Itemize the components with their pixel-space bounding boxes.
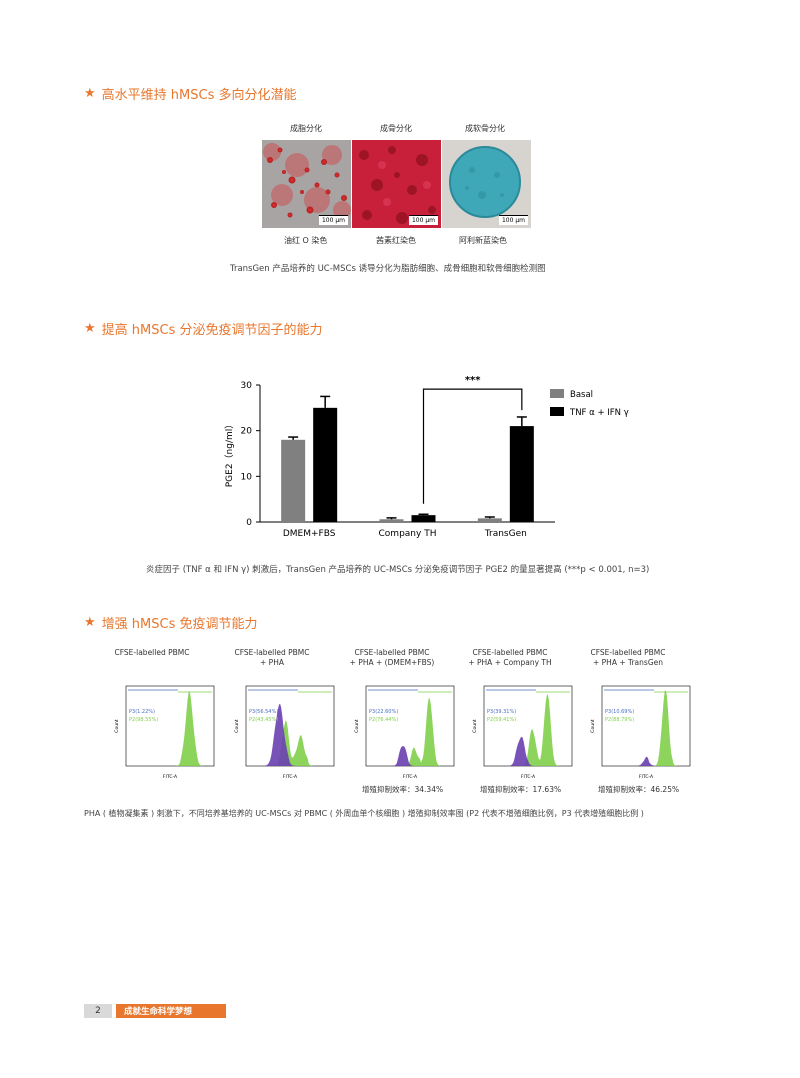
x-axis-label: FITC-A	[639, 774, 654, 780]
p2-label: P2(59.41%)	[487, 717, 516, 723]
x-tick-label: Company TH	[379, 529, 437, 539]
y-axis-label: Count	[354, 719, 360, 733]
p3-label: P3(39.31%)	[487, 709, 516, 715]
alizarin-red-image: 100 μm	[352, 140, 441, 228]
alcian-blue-texture	[442, 140, 531, 228]
x-axis-label: FITC-A	[283, 774, 298, 780]
significance-label: ***	[465, 375, 481, 386]
histogram-p3	[484, 736, 572, 766]
histogram-p2	[484, 694, 572, 766]
y-tick-label: 30	[241, 381, 253, 391]
flow-histogram: P3(10.69%) P2(88.79%) FITC-A Count	[590, 685, 691, 780]
histogram-p2	[246, 720, 334, 766]
bar-tnf-0	[313, 407, 338, 522]
flow-panel-title: CFSE-labelled PBMC + PHA + (DMEM+FBS)	[349, 648, 435, 667]
histogram-frame	[125, 685, 215, 767]
stain-alizarin: 茜素红染色	[376, 236, 416, 245]
y-axis-label: Count	[472, 719, 478, 733]
histogram-p2	[366, 698, 454, 766]
pge2-caption: 炎症因子 (TNF α 和 IFN γ) 刺激后，TransGen 产品培养的 …	[146, 565, 650, 575]
flow-panel-title: CFSE-labelled PBMC + PHA + TransGen	[590, 648, 666, 667]
x-axis-label: FITC-A	[163, 774, 178, 780]
x-axis-label: FITC-A	[521, 774, 536, 780]
histogram-frame	[601, 685, 691, 767]
section-title-pge2: ★ 提高 hMSCs 分泌免疫调节因子的能力	[84, 321, 323, 338]
p2-label: P2(98.55%)	[129, 717, 158, 723]
x-tick-label: TransGen	[484, 529, 527, 539]
label-adipogenic: 成脂分化	[290, 124, 322, 133]
alcian-blue-image: 100 μm	[442, 140, 531, 228]
histogram-p2	[126, 691, 214, 766]
legend-label: Basal	[570, 390, 593, 400]
legend-swatch	[550, 389, 564, 398]
y-tick-label: 20	[241, 427, 253, 437]
inhibition-efficiency: 增殖抑制效率：17.63%	[480, 785, 562, 794]
p3-label: P3(1.22%)	[129, 709, 155, 715]
star-icon: ★	[84, 615, 96, 630]
page-number: 2	[84, 1004, 112, 1018]
bar-basal-2	[477, 518, 502, 522]
alizarin-red-texture	[352, 140, 441, 228]
x-axis-label: FITC-A	[403, 774, 418, 780]
legend-label: TNF α + IFN γ	[569, 408, 629, 418]
histogram-p2	[602, 690, 690, 766]
y-axis-label: Count	[234, 719, 240, 733]
bar-tnf-2	[509, 426, 534, 522]
scale-bar: 100 μm	[318, 215, 348, 225]
section-title-differentiation: ★ 高水平维持 hMSCs 多向分化潜能	[84, 86, 297, 103]
y-axis-label: PGE2（ng/ml）	[224, 420, 235, 488]
oil-red-o-image: 100 μm	[262, 140, 351, 228]
bar-tnf-1	[411, 515, 436, 522]
p3-label: P3(22.60%)	[369, 709, 398, 715]
flow-histogram: P3(39.31%) P2(59.41%) FITC-A Count	[472, 685, 573, 780]
histogram-p3	[602, 756, 690, 766]
p2-label: P2(88.79%)	[605, 717, 634, 723]
significance-bracket	[422, 388, 523, 504]
oil-red-o-texture	[262, 140, 351, 228]
flow-panel-title: CFSE-labelled PBMC + PHA + Company TH	[468, 648, 552, 667]
flow-panel-title: CFSE-labelled PBMC + PHA	[234, 648, 310, 667]
flow-caption: PHA ( 植物凝集素 ) 刺激下，不同培养基培养的 UC-MSCs 对 PBM…	[84, 809, 644, 818]
y-tick-label: 0	[246, 518, 252, 528]
label-osteogenic: 成骨分化	[380, 124, 412, 133]
legend-swatch	[550, 407, 564, 416]
y-tick-label: 10	[241, 472, 253, 482]
label-chondrogenic: 成软骨分化	[465, 124, 505, 133]
stain-alcian: 阿利新蓝染色	[459, 236, 507, 245]
y-axis-label: Count	[590, 719, 596, 733]
flow-histogram: P3(22.60%) P2(76.44%) FITC-A Count	[354, 685, 455, 780]
bar-basal-1	[379, 519, 404, 522]
section-title-immuno: ★ 增强 hMSCs 免疫调节能力	[84, 615, 258, 632]
differentiation-caption: TransGen 产品培养的 UC-MSCs 诱导分化为脂肪细胞、成骨细胞和软骨…	[230, 264, 546, 274]
histogram-frame	[365, 685, 455, 767]
footer-slogan: 成就生命科学梦想	[116, 1004, 226, 1018]
star-icon: ★	[84, 321, 96, 336]
flow-histogram: P3(1.22%) P2(98.55%) FITC-A Count	[114, 685, 215, 780]
inhibition-efficiency: 增殖抑制效率：46.25%	[598, 785, 680, 794]
stain-oil-red: 油红 O 染色	[284, 236, 328, 245]
y-axis-label: Count	[114, 719, 120, 733]
p3-label: P3(10.69%)	[605, 709, 634, 715]
flow-histogram: P3(56.54%) P2(43.45%) FITC-A Count	[234, 685, 335, 780]
p3-label: P3(56.54%)	[249, 709, 278, 715]
p2-label: P2(76.44%)	[369, 717, 398, 723]
pge2-bar-chart: 0 10 20 30 PGE2（ng/ml） DMEM+FBS Company TH Tran…	[224, 375, 629, 539]
flow-panel-title: CFSE-labelled PBMC	[114, 648, 190, 657]
scale-bar: 100 μm	[498, 215, 528, 225]
star-icon: ★	[84, 86, 96, 101]
x-tick-label: DMEM+FBS	[283, 529, 336, 539]
scale-bar: 100 μm	[408, 215, 438, 225]
inhibition-efficiency: 增殖抑制效率：34.34%	[362, 785, 444, 794]
bar-basal-0	[281, 439, 306, 522]
p2-label: P2(43.45%)	[249, 717, 278, 723]
